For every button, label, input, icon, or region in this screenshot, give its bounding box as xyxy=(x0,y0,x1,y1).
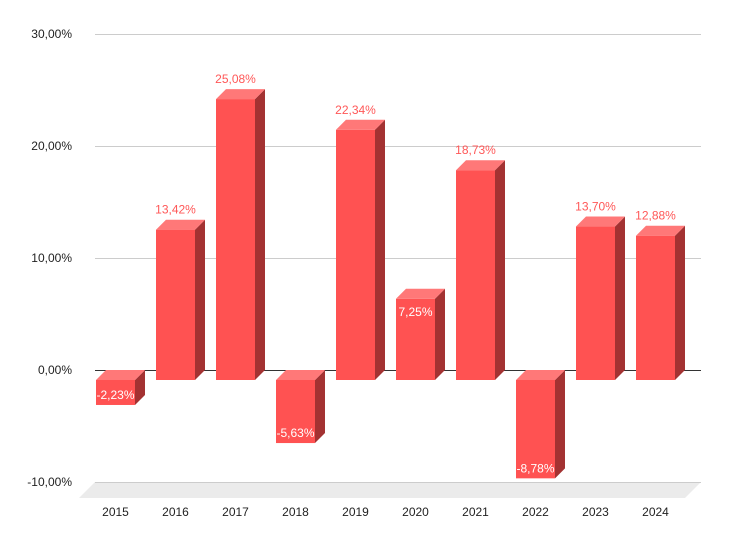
bar-2022: -8,78% xyxy=(516,370,565,479)
data-label: -2,23% xyxy=(96,388,134,402)
data-label: -5,63% xyxy=(276,426,314,440)
data-label: 18,73% xyxy=(455,143,496,157)
y-tick-label: -10,00% xyxy=(27,475,72,489)
x-tick-label: 2023 xyxy=(582,505,609,519)
bar-2016: 13,42% xyxy=(155,203,205,380)
x-tick-label: 2020 xyxy=(402,505,429,519)
bar-2015: -2,23% xyxy=(96,370,145,405)
data-label: 12,88% xyxy=(635,209,676,223)
x-tick-label: 2021 xyxy=(462,505,489,519)
x-tick-label: 2016 xyxy=(162,505,189,519)
y-tick-label: 0,00% xyxy=(38,363,72,377)
bar-2019: 22,34% xyxy=(335,103,385,381)
data-label: 13,42% xyxy=(155,203,196,217)
y-tick-label: 30,00% xyxy=(31,27,72,41)
x-tick-label: 2022 xyxy=(522,505,549,519)
data-label: 13,70% xyxy=(575,200,616,214)
x-tick-label: 2019 xyxy=(342,505,369,519)
data-label: 22,34% xyxy=(335,103,376,117)
bars: -2,23% 13,42% 25,08% -5,63% 22,34% 7,25% 18,73… xyxy=(96,72,685,479)
floor-plane xyxy=(79,482,701,498)
x-axis-ticks: 2015 2016 2017 2018 2019 2020 2021 2022 2023 2024 xyxy=(102,505,669,519)
data-label: 7,25% xyxy=(398,305,432,319)
data-label: 25,08% xyxy=(215,72,256,86)
bar-2020: 7,25% xyxy=(396,288,445,380)
y-tick-label: 20,00% xyxy=(31,139,72,153)
data-label: -8,78% xyxy=(516,461,554,475)
bar-2021: 18,73% xyxy=(455,143,505,380)
chart-floor xyxy=(79,482,701,498)
x-tick-label: 2015 xyxy=(102,505,129,519)
x-tick-label: 2024 xyxy=(642,505,669,519)
bar-2023: 13,70% xyxy=(575,200,625,380)
x-tick-label: 2018 xyxy=(282,505,309,519)
bar-2024: 12,88% xyxy=(635,209,685,380)
y-axis-ticks: 30,00% 20,00% 10,00% 0,00% -10,00% xyxy=(27,27,72,489)
bar-2018: -5,63% xyxy=(276,370,325,444)
bar-2017: 25,08% xyxy=(215,72,265,380)
x-tick-label: 2017 xyxy=(222,505,249,519)
y-tick-label: 10,00% xyxy=(31,251,72,265)
